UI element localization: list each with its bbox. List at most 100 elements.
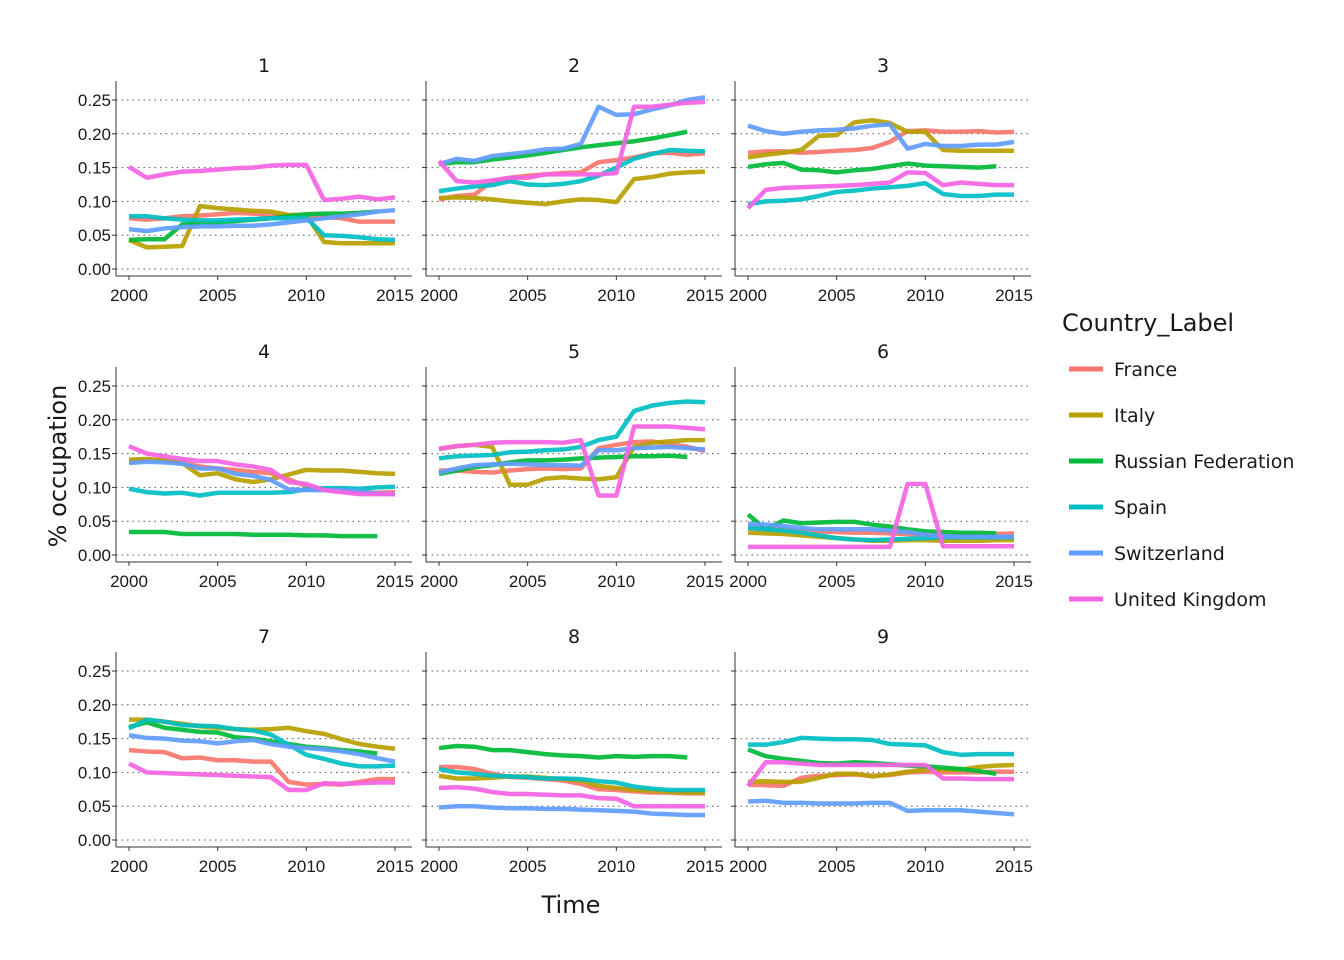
y-tick-label: 0.00 (78, 546, 111, 565)
x-tick-label: 2010 (287, 857, 325, 876)
x-tick-label: 2005 (199, 857, 237, 876)
series-line-united-kingdom (438, 785, 705, 809)
legend: Country_Label France Italy Russian Federat… (1062, 309, 1294, 611)
legend-item: France (1069, 359, 1177, 381)
series-line-switzerland (128, 459, 396, 497)
series-line-spain (438, 399, 706, 461)
legend-label: Switzerland (1114, 543, 1225, 565)
x-tick-label: 2015 (686, 857, 724, 876)
x-tick-label: 2015 (376, 286, 414, 305)
series-line-russian-federation (438, 743, 688, 760)
legend-label: France (1114, 359, 1177, 381)
y-tick-label: 0.05 (78, 797, 111, 816)
y-tick-label: 0.15 (78, 445, 111, 464)
y-tick-label: 0.20 (78, 696, 111, 715)
x-tick-label: 2010 (597, 857, 635, 876)
y-tick-label: 0.20 (78, 125, 111, 144)
legend-label: United Kingdom (1114, 589, 1267, 611)
panel-strip-label: 9 (877, 626, 889, 648)
legend-label: Russian Federation (1114, 451, 1294, 473)
series-line-united-kingdom (748, 481, 1014, 550)
x-tick-label: 2000 (729, 572, 767, 591)
chart-panels: 1 0.00 0.05 0.10 0.15 0.20 0.25 2000 2005 2010 201… (78, 55, 1033, 876)
x-tick-label: 2010 (597, 572, 635, 591)
x-tick-label: 2010 (597, 286, 635, 305)
y-tick-label: 0.10 (78, 478, 111, 497)
series-line-spain (747, 180, 1014, 207)
x-tick-label: 2015 (376, 572, 414, 591)
series-line-united-kingdom (128, 444, 395, 497)
panel-strip-label: 5 (568, 341, 580, 363)
y-tick-label: 0.00 (78, 260, 111, 279)
panel-6: 6 2000 2005 2010 2015 (729, 341, 1033, 591)
series-line-united-kingdom (437, 99, 706, 185)
legend-item: Switzerland (1069, 543, 1225, 565)
x-tick-label: 2000 (110, 286, 148, 305)
legend-title: Country_Label (1062, 309, 1234, 337)
series-line-switzerland (438, 803, 705, 818)
series-line-united-kingdom (746, 170, 1014, 210)
y-tick-label: 0.25 (78, 91, 111, 110)
panel-strip-label: 8 (568, 626, 580, 648)
x-tick-label: 2000 (110, 572, 148, 591)
legend-item: Russian Federation (1069, 451, 1294, 473)
series-line-united-kingdom (746, 760, 1014, 788)
panel-strip-label: 2 (568, 55, 580, 77)
x-tick-label: 2005 (818, 857, 856, 876)
series-line-switzerland (128, 732, 396, 764)
x-tick-label: 2010 (906, 286, 944, 305)
x-tick-label: 2005 (199, 572, 237, 591)
series-line-switzerland (128, 207, 396, 234)
panel-strip-label: 3 (877, 55, 889, 77)
y-tick-label: 0.00 (78, 831, 111, 850)
x-tick-label: 2005 (199, 286, 237, 305)
x-tick-label: 2010 (906, 857, 944, 876)
panel-4: 4 0.00 0.05 0.10 0.15 0.20 0.25 2000 2005 2010 201… (78, 341, 414, 591)
panel-7: 7 0.00 0.05 0.10 0.15 0.20 0.25 2000 2005 2010 201… (78, 626, 414, 876)
x-tick-label: 2015 (686, 572, 724, 591)
legend-label: Italy (1114, 405, 1155, 427)
x-tick-label: 2005 (509, 572, 547, 591)
y-tick-label: 0.15 (78, 159, 111, 178)
series-line-italy (747, 118, 1014, 160)
x-tick-label: 2015 (376, 857, 414, 876)
panel-9: 9 2000 2005 2010 2015 (729, 626, 1033, 876)
series-line-united-kingdom (127, 162, 396, 203)
series-line-switzerland (747, 122, 1015, 151)
x-tick-label: 2000 (420, 286, 458, 305)
series-line-spain (128, 484, 396, 498)
series-line-spain (438, 766, 705, 793)
panel-strip-label: 7 (258, 626, 270, 648)
panel-strip-label: 6 (877, 341, 889, 363)
legend-entries: France Italy Russian Federation Spain Switze… (1069, 359, 1294, 611)
y-tick-label: 0.10 (78, 763, 111, 782)
series-line-switzerland (747, 798, 1015, 817)
x-tick-label: 2010 (906, 572, 944, 591)
series-line-russian-federation (747, 160, 997, 175)
y-tick-label: 0.20 (78, 411, 111, 430)
series-line-spain (129, 214, 396, 243)
x-tick-label: 2010 (287, 572, 325, 591)
x-tick-label: 2005 (818, 286, 856, 305)
y-tick-label: 0.25 (78, 662, 111, 681)
panel-strip-label: 4 (258, 341, 270, 363)
x-tick-label: 2005 (509, 286, 547, 305)
x-tick-label: 2005 (818, 572, 856, 591)
panel-2: 2 2000 2005 2010 2015 (420, 55, 724, 305)
series-line-spain (748, 735, 1014, 758)
panel-strip-label: 1 (258, 55, 270, 77)
series-line-russian-federation (129, 529, 378, 539)
x-tick-label: 2005 (509, 857, 547, 876)
x-tick-label: 2000 (729, 857, 767, 876)
series-line-switzerland (747, 521, 1014, 539)
legend-item: United Kingdom (1069, 589, 1267, 611)
y-tick-label: 0.10 (78, 192, 111, 211)
panel-8: 8 2000 2005 2010 2015 (420, 626, 724, 876)
series-line-spain (438, 147, 706, 194)
y-tick-label: 0.05 (78, 512, 111, 531)
x-tick-label: 2000 (420, 572, 458, 591)
x-tick-label: 2000 (420, 857, 458, 876)
y-axis-title: % occupation (44, 385, 72, 548)
series-line-russian-federation (746, 512, 997, 536)
